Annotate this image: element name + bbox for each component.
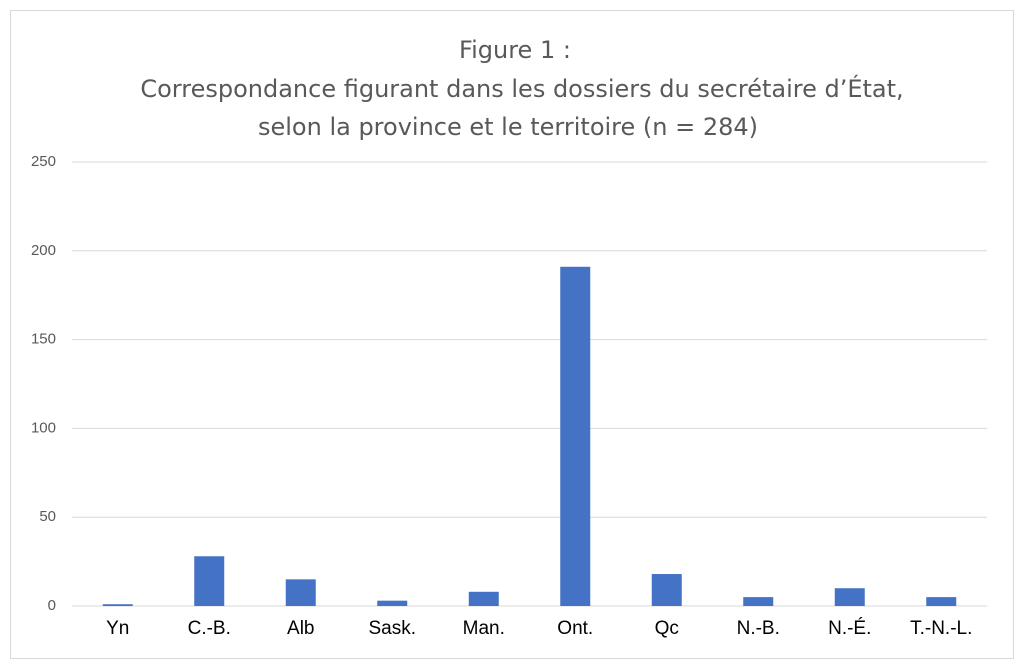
bar bbox=[834, 588, 865, 606]
y-tick-label: 150 bbox=[31, 331, 56, 348]
x-tick-label: Man. bbox=[463, 618, 505, 639]
x-tick-label: Alb bbox=[287, 618, 314, 639]
chart-title: Correspondance figurant dans les dossier… bbox=[140, 74, 903, 103]
y-tick-label: 50 bbox=[39, 508, 56, 525]
bar bbox=[377, 600, 408, 606]
bar bbox=[468, 591, 499, 606]
x-tick-label: Ont. bbox=[557, 618, 593, 639]
bar bbox=[102, 604, 133, 606]
x-tick-label: N.-B. bbox=[737, 618, 780, 639]
bar bbox=[285, 579, 316, 606]
chart-title: Figure 1 : bbox=[459, 36, 571, 64]
x-tick-label: Yn bbox=[106, 618, 129, 639]
y-tick-label: 100 bbox=[31, 419, 56, 436]
x-tick-label: C.-B. bbox=[188, 618, 231, 639]
y-tick-label: 250 bbox=[31, 153, 56, 170]
y-tick-label: 200 bbox=[31, 242, 56, 259]
bar bbox=[651, 574, 682, 606]
bar bbox=[743, 597, 774, 606]
x-tick-label: T.-N.-L. bbox=[910, 618, 972, 639]
chart-title: selon la province et le territoire (n = … bbox=[258, 113, 758, 141]
bar bbox=[194, 556, 225, 606]
x-tick-label: Qc bbox=[655, 618, 679, 639]
y-tick-label: 0 bbox=[48, 597, 56, 614]
bar bbox=[560, 266, 591, 606]
x-tick-label: N.-É. bbox=[828, 618, 871, 639]
bar bbox=[926, 597, 957, 606]
x-tick-label: Sask. bbox=[368, 618, 416, 639]
chart-border bbox=[10, 10, 1014, 659]
